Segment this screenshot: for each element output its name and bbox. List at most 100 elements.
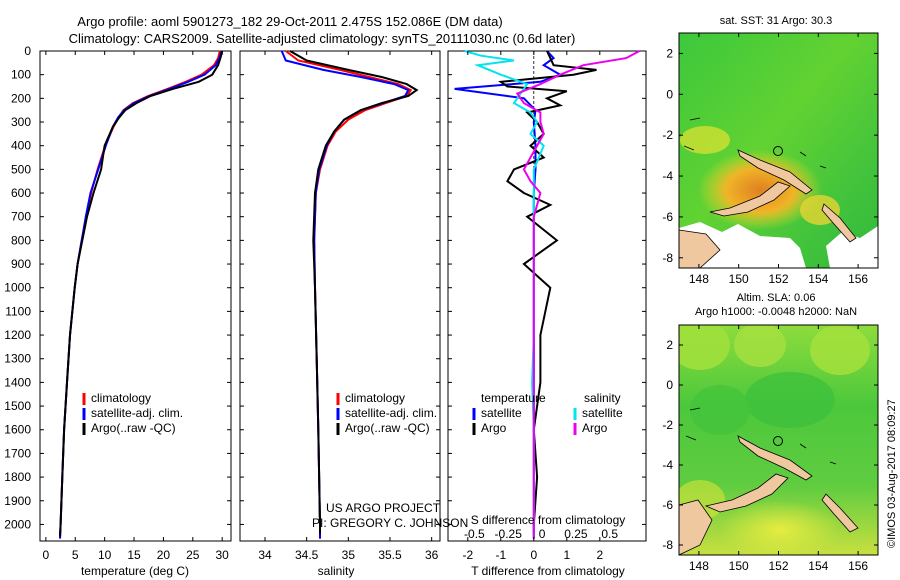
x-tick-label: -1 (495, 548, 506, 562)
series-line-salinity-satellite (464, 50, 545, 539)
legend-label-argo: Argo(..raw -QC) (345, 421, 430, 435)
credit-label: ©IMOS 03-Aug-2017 08:09:27 (886, 399, 898, 548)
map-x-tick-label: 150 (729, 559, 749, 573)
pi-label: PI: GREGORY C. JOHNSON (312, 516, 468, 530)
depth-tick-label: 1700 (4, 446, 31, 460)
series-line-satellite-adj-clim (59, 50, 223, 539)
map-y-tick-label: -6 (662, 210, 673, 224)
map-x-tick-label: 156 (848, 272, 868, 286)
difference-panel (447, 50, 647, 542)
depth-tick-label: 0 (24, 44, 31, 58)
depth-tick-label: 1300 (4, 352, 31, 366)
map-y-tick-label: -8 (662, 538, 673, 552)
x-tick-label: 34.5 (295, 548, 319, 562)
salinity-series (280, 50, 419, 539)
x-tick-label: 36 (425, 548, 439, 562)
salinity-panel (239, 50, 441, 542)
difference-xlabel: T difference from climatology (471, 564, 625, 578)
depth-tick-label: 2000 (4, 517, 31, 531)
temperature-panel (39, 50, 232, 542)
map-y-tick-label: -2 (662, 128, 673, 142)
x-tick-label: 0 (530, 548, 537, 562)
x-tick-label: 5 (72, 548, 79, 562)
legend-label-s-argo: Argo (582, 421, 608, 435)
map-y-tick-label: 2 (666, 338, 673, 352)
series-line-salinity-argo (515, 50, 640, 539)
x-tick-label: 15 (127, 548, 141, 562)
map-y-tick-label: -4 (662, 458, 673, 472)
x-tick-label: 10 (98, 548, 112, 562)
sla-map-axes: 148 150 152 154 156 2 0 -2 -4 -6 -8 (662, 325, 878, 573)
sst-map-axes: 148 150 152 154 156 2 0 -2 -4 -6 -8 (662, 33, 878, 286)
series-line-satellite-adj-clim (280, 50, 410, 539)
salinity-xlabel: salinity (318, 564, 355, 578)
depth-tick-label: 1600 (4, 423, 31, 437)
sst-argo-marker (773, 146, 783, 156)
series-line-argo-raw-qc (59, 50, 224, 537)
legend-label-satellite: satellite-adj. clim. (345, 406, 437, 420)
depth-tick-label: 1900 (4, 494, 31, 508)
salinity-legend: climatology satellite-adj. clim. Argo(..… (312, 391, 468, 530)
x-tick-label-salinity: -0.25 (495, 527, 523, 541)
legend-label-climatology: climatology (345, 391, 405, 405)
map-x-tick-label: 150 (729, 272, 749, 286)
title-line-1: Argo profile: aoml 5901273_182 29-Oct-20… (77, 14, 502, 29)
difference-series (454, 50, 640, 541)
temperature-legend: climatology satellite-adj. clim. Argo(..… (82, 391, 183, 435)
difference-xlabel-top: S difference from climatology (471, 513, 626, 527)
x-tick-label: 35 (342, 548, 356, 562)
map-x-tick-label: 154 (808, 559, 828, 573)
map-x-tick-label: 148 (689, 559, 709, 573)
depth-tick-label: 600 (11, 186, 31, 200)
depth-tick-label: 1200 (4, 328, 31, 342)
map-y-tick-label: -2 (662, 418, 673, 432)
temperature-series (59, 50, 224, 539)
difference-legend: temperature salinity satellite Argo sate… (472, 391, 623, 435)
series-line-climatology (59, 50, 221, 539)
x-tick-label: 1 (563, 548, 570, 562)
depth-tick-label: 200 (11, 91, 31, 105)
legend-label-climatology: climatology (91, 391, 151, 405)
map-x-tick-label: 154 (808, 272, 828, 286)
series-line-argo-raw-qc (289, 50, 419, 534)
series-line-temperature-argo (498, 50, 597, 534)
x-axis-ticks: 0 5 10 15 20 25 30 34 34.5 35 35.5 36 -2 -1 0 1 2 -0.5 -0.… (43, 51, 618, 562)
sst-map-field (679, 33, 878, 268)
depth-tick-label: 100 (11, 68, 31, 82)
depth-tick-label: 300 (11, 115, 31, 129)
sla-map-field (679, 325, 878, 555)
depth-tick-label: 1500 (4, 399, 31, 413)
series-line-climatology (285, 50, 413, 539)
legend-title-salinity: salinity (584, 391, 621, 405)
depth-tick-label: 500 (11, 162, 31, 176)
map-y-tick-label: 2 (666, 46, 673, 60)
map-x-tick-label: 152 (768, 559, 788, 573)
map-y-tick-label: 0 (666, 87, 673, 101)
x-tick-label: 30 (216, 548, 230, 562)
map-y-tick-label: -4 (662, 169, 673, 183)
legend-title-temperature: temperature (481, 391, 546, 405)
depth-tick-label: 1800 (4, 470, 31, 484)
map-x-tick-label: 148 (689, 272, 709, 286)
map-y-tick-label: -8 (662, 251, 673, 265)
depth-tick-label: 1100 (5, 304, 31, 318)
sst-map-title: sat. SST: 31 Argo: 30.3 (720, 15, 833, 27)
title-line-2: Climatology: CARS2009. Satellite-adjuste… (69, 31, 576, 46)
series-line-temperature-satellite (454, 50, 563, 539)
x-tick-label: -2 (462, 548, 473, 562)
legend-label-argo: Argo(..raw -QC) (91, 421, 176, 435)
map-y-tick-label: 0 (666, 378, 673, 392)
x-tick-label-salinity: 0 (539, 527, 546, 541)
legend-label-t-satellite: satellite (481, 406, 522, 420)
x-tick-label-salinity: 0.5 (601, 527, 618, 541)
map-x-tick-label: 152 (768, 272, 788, 286)
x-tick-label-salinity: -0.5 (464, 527, 485, 541)
sla-map-subtitle: Argo h1000: -0.0048 h2000: NaN (695, 306, 857, 318)
depth-tick-label: 700 (11, 210, 31, 224)
legend-label-t-argo: Argo (481, 421, 507, 435)
depth-axis: 0 100 200 300 400 500 600 700 800 900 1000 1100 1200… (4, 44, 646, 531)
project-label: US ARGO PROJECT (326, 501, 441, 515)
sla-argo-marker (773, 436, 783, 446)
x-tick-label: 0 (43, 548, 50, 562)
